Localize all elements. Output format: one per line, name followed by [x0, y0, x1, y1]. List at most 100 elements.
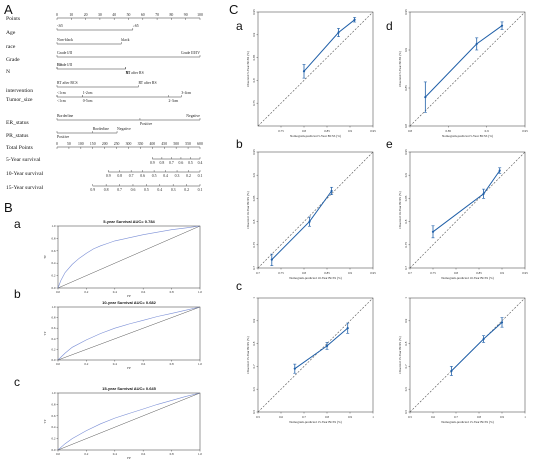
calibration-x-label: Nomogram-predicted 15-Year BCSS (%): [441, 420, 494, 424]
nomogram-level-label: Negative: [117, 127, 131, 131]
nomogram-tick-label: 40: [112, 13, 116, 17]
roc-y-label: TP: [43, 255, 47, 259]
nomogram-tick-label: 0.1: [198, 174, 203, 178]
calibration-y-label: Observed 10-Year BCSS (%): [246, 191, 250, 228]
calibration-frame: [409, 11, 526, 127]
roc-y-tick-label: 0.0: [52, 358, 56, 362]
nomogram-tick-label: 0.9: [150, 161, 155, 165]
nomogram-row-name: Total Points: [6, 145, 33, 151]
panel-label-c-b: b: [236, 137, 243, 151]
calibration-y-tick-label: 0.5: [404, 410, 408, 414]
calibration-point: [302, 70, 306, 73]
calibration-curve: [294, 327, 349, 370]
calibration-y-tick-label: 0.95: [404, 149, 408, 155]
calibration-ideal-line: [409, 11, 526, 127]
roc-y-tick-label: 1.0: [52, 391, 56, 395]
calibration-x-tick-label: 0.5: [256, 415, 260, 419]
calibration-y-tick-label: 1: [252, 297, 256, 299]
calibration-x-tick-label: 0.9: [348, 129, 352, 133]
nomogram-tick-label: 0.5: [144, 188, 149, 192]
calibration-y-tick-label: 0.9: [252, 173, 256, 177]
nomogram-tick-label: 0: [56, 13, 58, 17]
nomogram-level-label: Negative: [186, 114, 200, 118]
calibration-point: [293, 367, 296, 370]
calibration-x-tick-label: 0.85: [446, 129, 452, 133]
calibration-frame: [257, 297, 374, 413]
nomogram-tick-label: 0.6: [131, 188, 136, 192]
nomogram-tick-label: 0: [56, 142, 58, 146]
calibration-point: [500, 24, 504, 27]
calibration-point: [450, 369, 453, 373]
calibration-x-tick-label: 0.95: [370, 271, 376, 275]
roc-y-tick-label: 0.2: [52, 347, 56, 351]
roc-reference-line: [57, 392, 201, 451]
calibration-x-tick-label: 0.7: [256, 271, 260, 275]
nomogram-tick-label: 450: [161, 142, 167, 146]
nomogram-tick-label: 550: [185, 142, 191, 146]
calibration-y-tick-label: 0.8: [252, 341, 256, 345]
calibration-point: [308, 220, 311, 223]
calibration-y-tick-label: 0.8: [404, 341, 408, 345]
calibration-y-label: Observed 10-Year BCSS (%): [398, 191, 402, 228]
nomogram-tick-label: 60: [141, 13, 145, 17]
calibration-y-tick-label: 0.95: [252, 149, 256, 155]
calibration-y-tick-label: 0.85: [252, 195, 256, 201]
nomogram-tick-label: 50: [67, 142, 71, 146]
calibration-ideal-line: [257, 297, 374, 413]
roc-y-tick-label: 0.6: [52, 249, 56, 253]
roc-reference-line: [57, 225, 201, 289]
calibration-y-tick-label: 0.6: [252, 387, 256, 391]
panel-label-b-a: a: [14, 217, 21, 231]
nomogram-tick-label: 0.6: [179, 161, 184, 165]
calibration-ideal-line: [409, 151, 526, 269]
nomogram-level-label: N1: [126, 71, 131, 75]
roc-y-tick-label: 0.6: [52, 326, 56, 330]
roc-y-label: TP: [43, 331, 47, 335]
nomogram: Points 0 10 20 30 40 50 60 70 80 90 100 Age <65 ≥65 rac…: [6, 13, 203, 192]
nomogram-level-label: 2-3cm: [169, 99, 179, 103]
roc-x-tick-label: 0.4: [113, 452, 117, 456]
nomogram-tick-label: 0.8: [104, 188, 109, 192]
nomogram-level-label: RT after RS: [139, 81, 157, 85]
calibration-x-tick-label: 0.9: [348, 415, 352, 419]
panel-label-c-d: d: [386, 19, 393, 33]
roc-title: 15-year Survival AUC= 0.645: [102, 386, 157, 391]
nomogram-level-label: black: [121, 38, 129, 42]
panel-label-b-b: b: [14, 287, 21, 301]
roc-x-tick-label: 0.6: [141, 452, 145, 456]
calibration-point: [337, 31, 340, 34]
roc-frame: [57, 225, 201, 289]
panel-label-B: B: [4, 200, 13, 215]
nomogram-level-label: RT after RS: [126, 71, 144, 75]
panel-label-c-c: c: [236, 279, 242, 293]
nomogram-tick-label: 100: [197, 13, 203, 17]
roc-x-label: FP: [127, 366, 131, 370]
roc-x-tick-label: 0.2: [84, 290, 88, 294]
roc-x-tick-label: 0.2: [84, 362, 88, 366]
calibration-x-tick-label: 0.8: [302, 271, 306, 275]
roc-x-tick-label: 0.2: [84, 452, 88, 456]
calibration-x-tick-label: 0.9: [500, 271, 504, 275]
calibration-y-tick-label: 0.5: [252, 410, 256, 414]
calibration-point: [431, 230, 435, 233]
nomogram-row-name: Points: [6, 16, 20, 22]
calibration-x-tick-label: 0.85: [324, 129, 330, 133]
calibration-frame: [257, 11, 374, 127]
nomogram-row-name: Grade: [6, 57, 20, 63]
nomogram-level-label: <65: [57, 24, 63, 28]
calibration-y-tick-label: 0.7: [252, 364, 256, 368]
nomogram-row-name: intervention: [6, 88, 33, 94]
nomogram-tick-label: 0.9: [106, 174, 111, 178]
calibration-point: [346, 326, 349, 330]
calibration-x-tick-label: 0.95: [370, 129, 376, 133]
calibration-y-tick-label: 0.9: [404, 318, 408, 322]
roc-x-tick-label: 0.0: [56, 290, 60, 294]
calibration-x-tick-label: 0.85: [324, 271, 330, 275]
nomogram-tick-label: 0.5: [188, 161, 193, 165]
calibration-x-tick-label: 0.9: [485, 129, 489, 133]
calibration-point: [498, 169, 501, 172]
nomogram-tick-label: 0.2: [184, 188, 189, 192]
calibration-point: [482, 192, 485, 195]
calibration-y-tick-label: 0.85: [404, 85, 408, 91]
